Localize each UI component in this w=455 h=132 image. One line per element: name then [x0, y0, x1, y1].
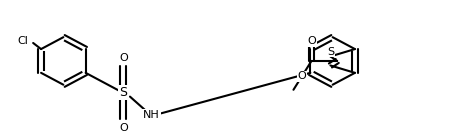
- Text: O: O: [119, 123, 127, 132]
- Text: O: O: [297, 71, 305, 81]
- Text: Cl: Cl: [17, 36, 28, 46]
- Text: O: O: [119, 53, 127, 63]
- Text: NH: NH: [143, 110, 160, 120]
- Text: O: O: [306, 36, 315, 46]
- Text: S: S: [326, 47, 333, 56]
- Text: S: S: [119, 86, 127, 99]
